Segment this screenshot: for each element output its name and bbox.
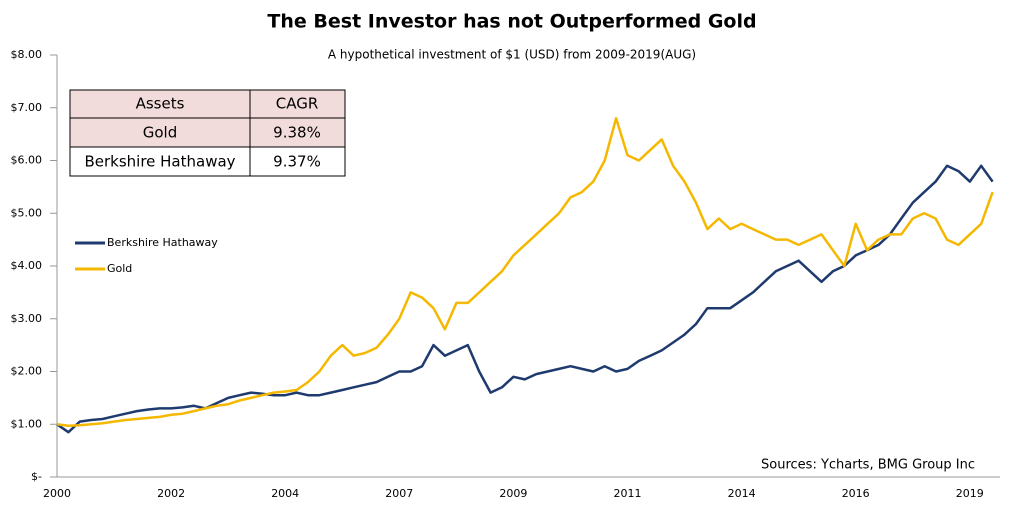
legend-label: Berkshire Hathaway bbox=[107, 236, 218, 249]
x-tick-label: 2007 bbox=[385, 487, 413, 500]
y-tick-label: $- bbox=[31, 470, 42, 483]
table-cell: 9.37% bbox=[273, 153, 321, 171]
table-row bbox=[69, 146, 346, 177]
table-header: CAGR bbox=[276, 95, 319, 113]
x-tick-label: 2014 bbox=[728, 487, 756, 500]
source: Sources: Ycharts, BMG Group Inc bbox=[761, 458, 975, 473]
x-tick-label: 2000 bbox=[43, 487, 71, 500]
y-tick-label: $1.00 bbox=[11, 417, 43, 430]
y-tick-label: $3.00 bbox=[11, 312, 43, 325]
legend-label: Gold bbox=[107, 262, 132, 275]
x-tick-label: 2002 bbox=[157, 487, 185, 500]
y-tick-label: $2.00 bbox=[11, 365, 43, 378]
table-cell: Gold bbox=[143, 124, 178, 142]
table-row bbox=[69, 117, 346, 148]
y-tick-label: $7.00 bbox=[11, 101, 43, 114]
x-tick-label: 2011 bbox=[614, 487, 642, 500]
line-series bbox=[56, 164, 994, 434]
chart-subtitle: A hypothetical investment of $1 (USD) fr… bbox=[328, 48, 696, 62]
chart-title: The Best Investor has not Outperformed G… bbox=[267, 11, 756, 33]
x-tick-label: 2016 bbox=[842, 487, 870, 500]
table-cell: 9.38% bbox=[273, 124, 321, 142]
y-tick-label: $5.00 bbox=[11, 206, 43, 219]
x-tick-label: 2009 bbox=[499, 487, 527, 500]
y-tick-label: $6.00 bbox=[11, 154, 43, 167]
table: Assets CAGR Gold 9.38% Berkshire Hathawa… bbox=[69, 89, 346, 177]
table-header: Assets bbox=[136, 95, 185, 113]
y-tick-label: $8.00 bbox=[11, 48, 43, 61]
table-cell: Berkshire Hathaway bbox=[84, 153, 235, 171]
line-series bbox=[56, 117, 994, 428]
y-tick-label: $4.00 bbox=[11, 259, 43, 272]
table-header-cell bbox=[69, 89, 346, 119]
x-tick-label: 2019 bbox=[956, 487, 984, 500]
x-tick-label: 2004 bbox=[271, 487, 299, 500]
